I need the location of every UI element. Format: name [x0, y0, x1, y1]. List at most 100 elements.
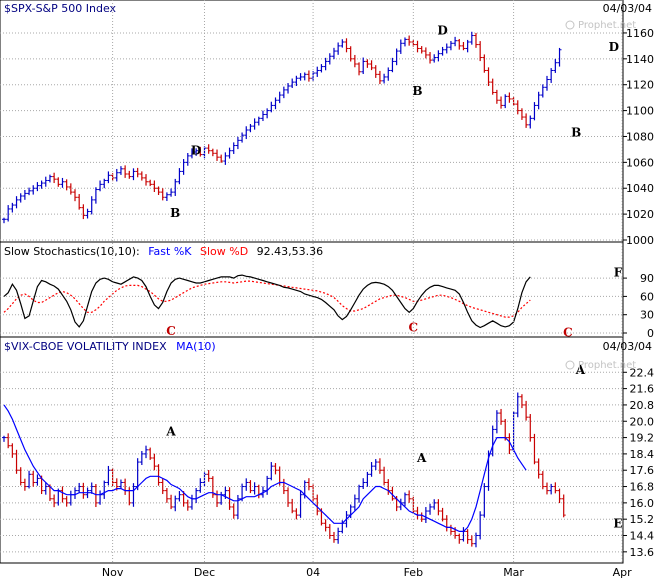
ohlc-bar	[39, 180, 44, 189]
ohlc-bar	[290, 498, 295, 514]
ohlc-bar	[440, 46, 445, 56]
ohlc-bar	[273, 97, 278, 110]
ohlc-bar	[210, 148, 215, 157]
vix-bars	[2, 392, 566, 548]
ohlc-bar	[240, 132, 245, 143]
ohlc-bar	[382, 466, 387, 486]
y-tick-label: 60	[640, 290, 654, 303]
ohlc-bar	[18, 467, 23, 486]
ohlc-bar	[315, 494, 320, 516]
ohlc-bar	[114, 168, 119, 182]
ohlc-bar	[98, 180, 103, 192]
ohlc-bar	[35, 474, 40, 486]
ohlc-bar	[540, 471, 545, 490]
y-tick-label: 1120	[626, 79, 654, 92]
y-tick-label: 15.2	[630, 513, 655, 526]
ohlc-bar	[131, 168, 136, 181]
ohlc-bar	[14, 196, 19, 209]
ohlc-bar	[323, 57, 328, 71]
x-tick-label: Feb	[404, 566, 423, 579]
vix-y-axis: 13.6 14.4 15.2 16.0 16.8 17.6 18.4 19.2 20.0 20.8…	[623, 366, 654, 559]
y-tick-label: 1100	[626, 105, 654, 118]
vix-date: 04/03/04	[603, 340, 652, 353]
ohlc-bar	[286, 487, 291, 507]
y-tick-label: 22.4	[630, 366, 655, 379]
ohlc-bar	[22, 478, 27, 491]
ohlc-bar	[478, 41, 483, 62]
ohlc-bar	[373, 65, 378, 78]
spx-y-axis: 1000 1020 1040 1060 1080 1100 1120 1140 1160	[623, 27, 654, 247]
ohlc-bar	[2, 435, 6, 442]
ohlc-bar	[402, 492, 407, 507]
y-tick-label: 21.6	[630, 383, 655, 396]
x-tick-label: Mar	[503, 566, 524, 579]
ohlc-bar	[294, 508, 299, 520]
ohlc-bar	[127, 170, 132, 179]
ohlc-bar	[469, 535, 474, 547]
ohlc-bar	[473, 532, 478, 548]
ohlc-bar	[169, 188, 174, 197]
ohlc-bar	[181, 159, 186, 175]
ohlc-bar	[27, 470, 32, 489]
ohlc-bar	[532, 433, 537, 465]
spx-marker-d: D	[191, 144, 201, 158]
y-tick-label: 30	[640, 309, 654, 322]
ohlc-bar	[453, 36, 458, 47]
ohlc-bar	[331, 47, 336, 60]
ohlc-bar	[260, 110, 265, 122]
x-tick-label: Nov	[102, 566, 124, 579]
ohlc-bar	[536, 458, 541, 479]
ohlc-bar	[482, 54, 487, 73]
ohlc-bar	[369, 462, 374, 477]
ohlc-bar	[148, 179, 153, 187]
ohlc-bar	[35, 182, 40, 192]
ohlc-bar	[361, 57, 366, 74]
ohlc-bar	[6, 205, 11, 222]
ohlc-bar	[31, 470, 36, 487]
y-tick-label: 18.4	[630, 448, 655, 461]
ohlc-bar	[164, 488, 169, 503]
ohlc-bar	[118, 479, 123, 490]
ohlc-bar	[423, 47, 428, 59]
ohlc-bar	[173, 495, 178, 512]
ohlc-bar	[390, 57, 395, 73]
ohlc-bar	[402, 37, 407, 47]
spx-marker-d: D	[437, 23, 447, 37]
ohlc-bar	[419, 46, 424, 54]
spx-plot-frame	[0, 0, 624, 243]
ohlc-bar	[519, 394, 524, 409]
ohlc-bar	[194, 148, 199, 156]
ohlc-bar	[436, 499, 441, 516]
ohlc-bar	[73, 189, 78, 202]
ohlc-bar	[252, 482, 257, 495]
spx-panel: 1000 1020 1040 1060 1080 1100 1120 1140 1160 D B B…	[0, 0, 654, 247]
ohlc-bar	[148, 447, 153, 460]
ohlc-bar	[77, 194, 82, 210]
vix-watermark: Prophet.net	[578, 360, 636, 371]
ohlc-bar	[486, 67, 491, 86]
ohlc-bar	[357, 62, 362, 76]
ohlc-bar	[265, 108, 270, 119]
ohlc-bar	[348, 46, 353, 62]
ohlc-bar	[511, 97, 516, 106]
vix-marker-e: E	[613, 516, 622, 530]
y-tick-label: 90	[640, 272, 654, 285]
ohlc-bar	[319, 64, 324, 73]
ohlc-bar	[365, 59, 370, 68]
ohlc-bar	[373, 459, 378, 471]
ohlc-bar	[102, 480, 107, 499]
ohlc-bar	[423, 507, 428, 523]
ohlc-bar	[507, 433, 512, 455]
ohlc-bar	[52, 494, 57, 508]
ohlc-bar	[185, 152, 190, 166]
ohlc-bar	[352, 54, 357, 68]
ohlc-bar	[135, 167, 140, 178]
ohlc-bar	[286, 83, 291, 94]
vix-title: $VIX-CBOE VOLATILITY INDEX	[4, 340, 167, 353]
ma10-line	[3, 404, 527, 533]
ohlc-bar	[273, 463, 278, 475]
ohlc-bar	[156, 186, 161, 196]
ohlc-bar	[185, 499, 190, 511]
ohlc-bar	[131, 483, 136, 507]
